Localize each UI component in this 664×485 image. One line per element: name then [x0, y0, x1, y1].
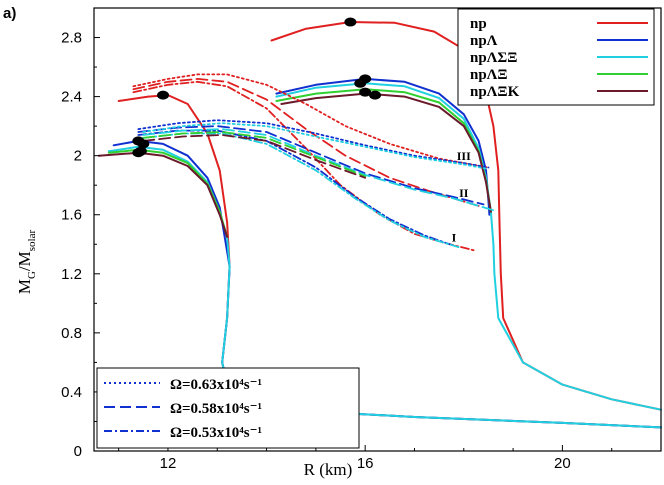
- max-mass-marker-7: [137, 139, 150, 149]
- y-tick-label-3: 1.2: [61, 266, 82, 283]
- series-line-14: [137, 125, 485, 206]
- panel-label: a): [3, 5, 16, 22]
- y-axis-title-sub2: solar: [26, 230, 38, 252]
- y-tick-label-4: 1.6: [61, 207, 82, 224]
- max-mass-marker-9: [134, 146, 147, 156]
- legend-top-label-2: npΛΣΞ: [470, 50, 517, 66]
- y-tick-label-2: 0.8: [61, 325, 82, 342]
- x-tick-label-1: 16: [357, 455, 374, 472]
- legend-top-label-0: np: [470, 16, 487, 32]
- y-axis-title-mid: /M: [15, 251, 34, 271]
- series-line-16: [142, 122, 490, 170]
- y-tick-label-5: 2: [74, 148, 82, 165]
- curve-group-label-0: III: [457, 149, 471, 163]
- y-tick-label-6: 2.4: [61, 89, 82, 106]
- series-layer: [97, 21, 662, 429]
- max-mass-marker-4: [359, 87, 372, 97]
- y-tick-label-0: 0: [74, 443, 82, 460]
- curve-group-label-1: II: [459, 186, 469, 200]
- x-tick-label-0: 12: [160, 455, 177, 472]
- x-axis-title: R (km): [304, 460, 353, 479]
- max-mass-marker-5: [369, 90, 382, 100]
- y-axis-title: MG/Msolar: [15, 230, 38, 295]
- max-mass-marker-1: [157, 90, 170, 100]
- tick-layer: 12 16 20 0 0.4 0.8 1.2 1.6 2 2.4 2.8: [61, 7, 662, 472]
- y-tick-label-7: 2.8: [61, 30, 82, 47]
- legend-bottom-label-0: Ω=0.63x10⁴s⁻¹: [170, 377, 262, 393]
- series-line-2: [107, 145, 662, 429]
- legend-top-label-3: npΛΞ: [470, 67, 508, 83]
- y-axis-title-sub1: G: [26, 271, 38, 279]
- legend-bottom-label-2: Ω=0.53x10⁴s⁻¹: [170, 425, 262, 441]
- series-line-17: [142, 128, 495, 212]
- series-line-13: [137, 119, 490, 169]
- y-axis-title-main: M: [15, 279, 34, 294]
- legend-top-label-4: npΛΞK: [470, 84, 520, 100]
- series-line-9: [280, 92, 492, 213]
- series-line-11: [132, 78, 480, 207]
- legend-bottom: Ω=0.63x10⁴s⁻¹ Ω=0.58x10⁴s⁻¹ Ω=0.53x10⁴s⁻¹: [96, 367, 360, 449]
- series-line-10: [132, 73, 490, 169]
- series-line-20: [142, 134, 367, 179]
- marker-layer: [132, 17, 382, 158]
- plot-frame: [93, 7, 662, 452]
- x-tick-label-2: 20: [554, 455, 571, 472]
- curve-group-label-2: I: [452, 230, 457, 244]
- max-mass-marker-0: [344, 17, 357, 27]
- legend-bottom-label-1: Ω=0.58x10⁴s⁻¹: [170, 401, 262, 417]
- y-tick-label-1: 0.4: [61, 384, 82, 401]
- max-mass-marker-3: [354, 78, 367, 88]
- series-line-19: [142, 131, 367, 178]
- legend-top-label-1: npΛ: [470, 33, 498, 49]
